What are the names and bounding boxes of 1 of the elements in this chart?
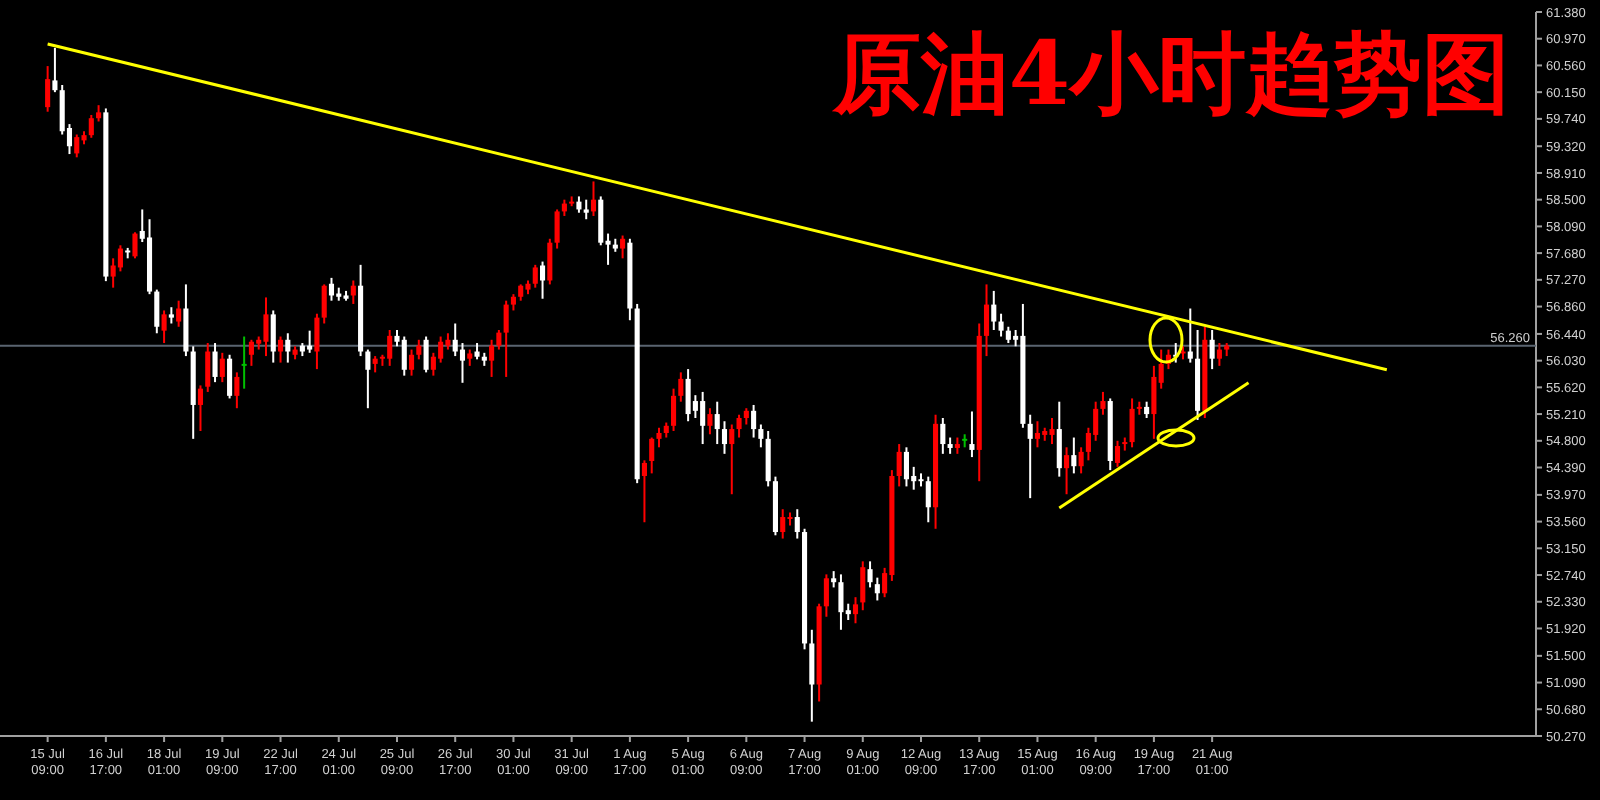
chart-title: 原油4小时趋势图: [830, 24, 1510, 126]
